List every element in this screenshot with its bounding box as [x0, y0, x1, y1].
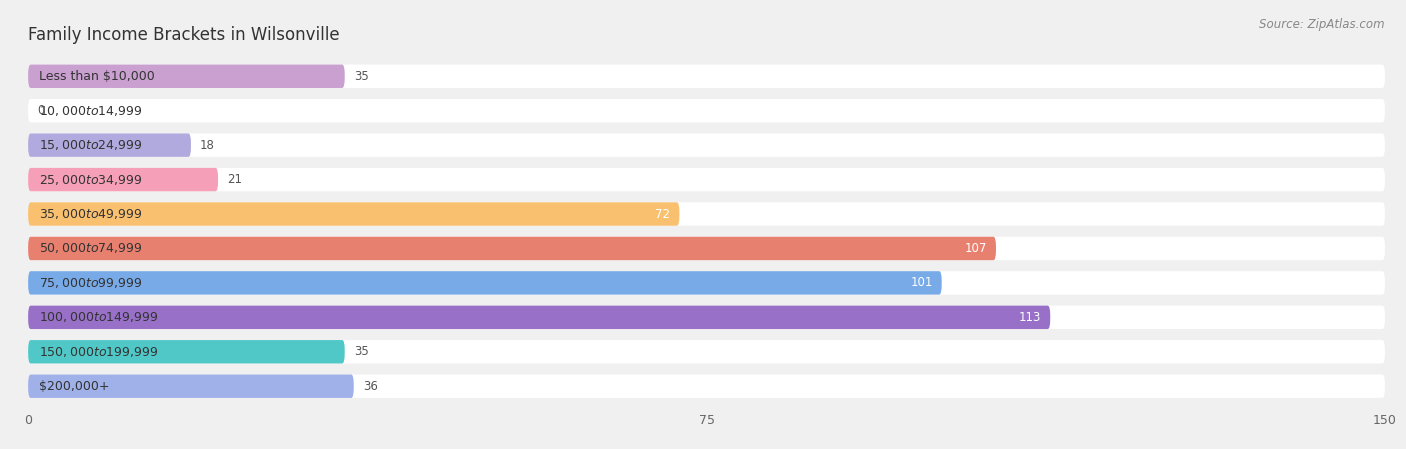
FancyBboxPatch shape — [28, 374, 1385, 398]
FancyBboxPatch shape — [28, 374, 354, 398]
Text: $10,000 to $14,999: $10,000 to $14,999 — [39, 104, 142, 118]
FancyBboxPatch shape — [28, 202, 1385, 226]
Text: $15,000 to $24,999: $15,000 to $24,999 — [39, 138, 142, 152]
Text: $25,000 to $34,999: $25,000 to $34,999 — [39, 172, 142, 187]
FancyBboxPatch shape — [28, 202, 679, 226]
FancyBboxPatch shape — [28, 340, 344, 364]
FancyBboxPatch shape — [28, 65, 344, 88]
Text: $100,000 to $149,999: $100,000 to $149,999 — [39, 310, 159, 324]
FancyBboxPatch shape — [28, 133, 191, 157]
FancyBboxPatch shape — [28, 271, 942, 295]
Text: Family Income Brackets in Wilsonville: Family Income Brackets in Wilsonville — [28, 26, 340, 44]
Text: 18: 18 — [200, 139, 215, 152]
FancyBboxPatch shape — [28, 271, 1385, 295]
Text: $50,000 to $74,999: $50,000 to $74,999 — [39, 242, 142, 255]
Text: $35,000 to $49,999: $35,000 to $49,999 — [39, 207, 142, 221]
Text: 21: 21 — [228, 173, 242, 186]
Text: 0: 0 — [37, 104, 45, 117]
FancyBboxPatch shape — [28, 99, 1385, 123]
Text: 36: 36 — [363, 380, 378, 393]
Text: 107: 107 — [965, 242, 987, 255]
Text: $75,000 to $99,999: $75,000 to $99,999 — [39, 276, 142, 290]
FancyBboxPatch shape — [28, 133, 1385, 157]
FancyBboxPatch shape — [28, 237, 1385, 260]
FancyBboxPatch shape — [28, 306, 1385, 329]
Text: $150,000 to $199,999: $150,000 to $199,999 — [39, 345, 159, 359]
Text: 35: 35 — [354, 70, 368, 83]
FancyBboxPatch shape — [28, 340, 1385, 364]
Text: $200,000+: $200,000+ — [39, 380, 110, 393]
FancyBboxPatch shape — [28, 237, 995, 260]
Text: 113: 113 — [1019, 311, 1042, 324]
FancyBboxPatch shape — [28, 168, 1385, 191]
FancyBboxPatch shape — [28, 65, 1385, 88]
Text: Source: ZipAtlas.com: Source: ZipAtlas.com — [1260, 18, 1385, 31]
Text: Less than $10,000: Less than $10,000 — [39, 70, 155, 83]
Text: 72: 72 — [655, 207, 671, 220]
Text: 35: 35 — [354, 345, 368, 358]
Text: 101: 101 — [910, 277, 932, 290]
FancyBboxPatch shape — [28, 168, 218, 191]
FancyBboxPatch shape — [28, 306, 1050, 329]
